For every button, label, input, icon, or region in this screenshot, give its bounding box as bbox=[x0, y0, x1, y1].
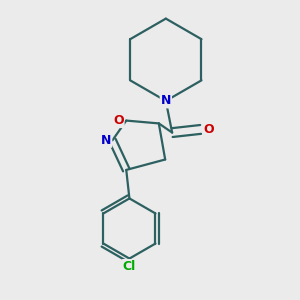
Text: O: O bbox=[113, 114, 124, 127]
Text: N: N bbox=[101, 134, 111, 147]
Text: O: O bbox=[203, 123, 214, 136]
Text: N: N bbox=[160, 94, 171, 107]
Text: Cl: Cl bbox=[123, 260, 136, 273]
